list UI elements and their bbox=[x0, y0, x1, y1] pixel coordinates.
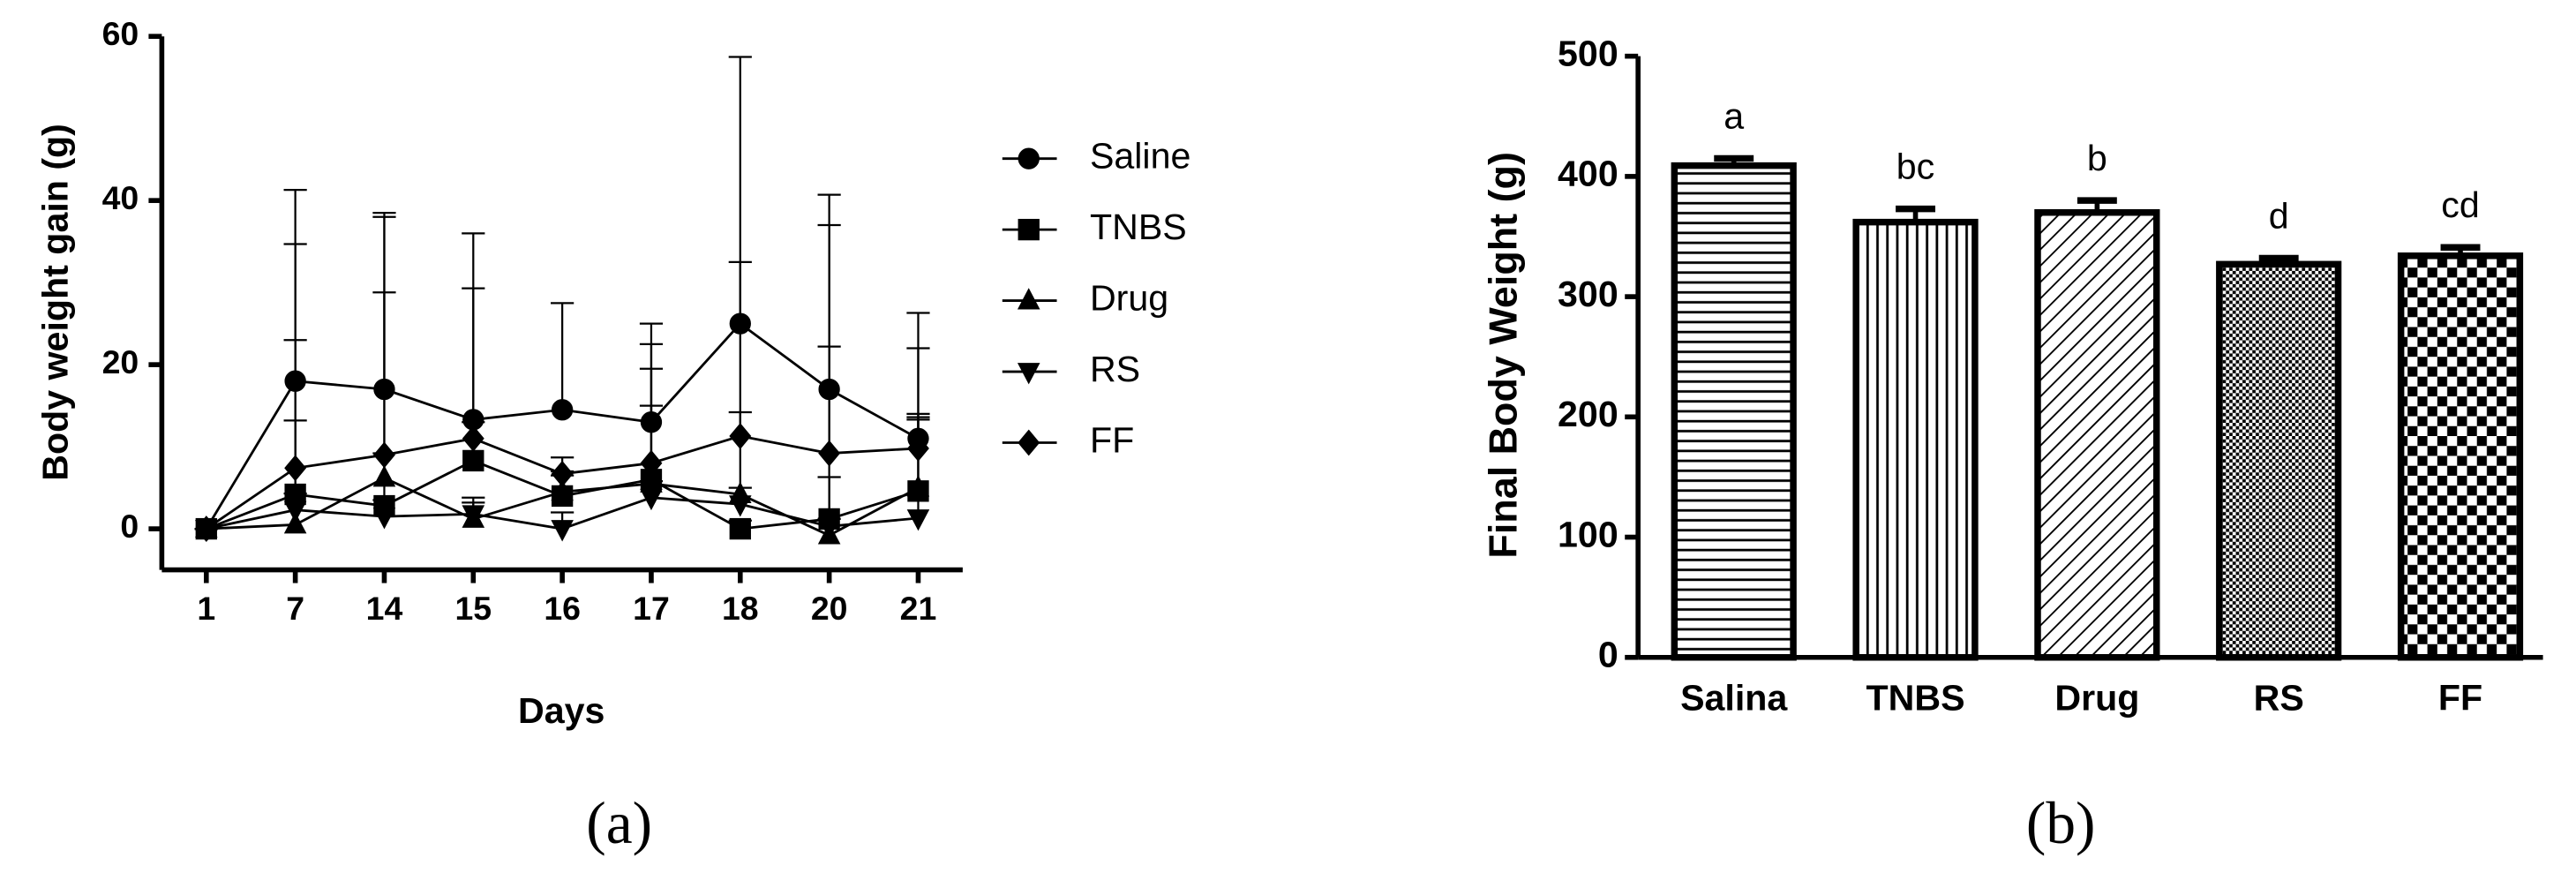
x-tick-label: Drug bbox=[2054, 677, 2139, 718]
x-tick-label: RS bbox=[2254, 677, 2304, 718]
marker bbox=[195, 515, 218, 543]
marker bbox=[372, 508, 396, 530]
bar bbox=[2216, 260, 2342, 661]
x-tick-label: 21 bbox=[900, 590, 937, 627]
marker bbox=[729, 495, 752, 517]
x-tick-label: 20 bbox=[811, 590, 848, 627]
x-tick-label: 16 bbox=[544, 590, 581, 627]
x-tick-label: TNBS bbox=[1866, 677, 1965, 718]
bar bbox=[2034, 208, 2160, 661]
bar bbox=[2397, 252, 2524, 661]
marker bbox=[817, 517, 841, 539]
bar-annotation: d bbox=[2269, 195, 2289, 236]
marker bbox=[729, 517, 751, 540]
y-tick-label: 0 bbox=[120, 508, 139, 545]
x-axis-title: Days bbox=[518, 690, 605, 731]
marker bbox=[373, 441, 395, 469]
marker bbox=[551, 478, 574, 501]
x-tick-label: FF bbox=[2438, 677, 2482, 718]
marker bbox=[1018, 429, 1040, 456]
marker bbox=[372, 465, 396, 487]
marker bbox=[818, 440, 841, 467]
legend-label: Drug bbox=[1090, 277, 1168, 318]
y-tick-label: 40 bbox=[102, 179, 139, 216]
y-tick-label: 100 bbox=[1558, 514, 1618, 554]
marker bbox=[640, 449, 663, 477]
marker bbox=[729, 423, 752, 449]
marker bbox=[907, 435, 929, 462]
y-tick-label: 0 bbox=[1598, 635, 1618, 675]
x-tick-label: 17 bbox=[633, 590, 670, 627]
marker bbox=[283, 512, 307, 534]
x-tick-label: 15 bbox=[454, 590, 492, 627]
y-axis-title: Body weight gain (g) bbox=[34, 124, 75, 481]
y-tick-label: 500 bbox=[1558, 34, 1618, 74]
bar-annotation: bc bbox=[1896, 147, 1934, 187]
marker bbox=[551, 460, 574, 487]
marker bbox=[1018, 218, 1040, 241]
marker bbox=[283, 500, 307, 523]
marker bbox=[906, 509, 930, 531]
marker bbox=[1018, 147, 1040, 169]
y-tick-label: 60 bbox=[102, 15, 139, 52]
x-tick-label: 14 bbox=[366, 590, 403, 627]
y-tick-label: 200 bbox=[1558, 394, 1618, 434]
y-tick-label: 400 bbox=[1558, 154, 1618, 194]
bar-annotation: a bbox=[1724, 95, 1744, 136]
bar-annotation: b bbox=[2087, 138, 2107, 178]
x-tick-label: 18 bbox=[722, 590, 759, 627]
marker bbox=[640, 488, 663, 511]
y-axis-title: Final Body Weight (g) bbox=[1480, 152, 1525, 559]
marker bbox=[462, 449, 484, 472]
legend-label: Saline bbox=[1090, 136, 1190, 177]
panel-label: (a) bbox=[586, 790, 652, 856]
x-tick-label: Salina bbox=[1680, 677, 1788, 718]
x-tick-label: 7 bbox=[286, 590, 304, 627]
x-tick-label: 1 bbox=[197, 590, 215, 627]
marker bbox=[551, 399, 574, 421]
bar bbox=[1671, 162, 1797, 661]
marker bbox=[462, 425, 484, 452]
marker bbox=[1017, 363, 1040, 385]
y-tick-label: 20 bbox=[102, 343, 139, 380]
legend-label: RS bbox=[1090, 349, 1140, 389]
marker bbox=[1017, 288, 1040, 310]
marker bbox=[284, 455, 307, 482]
y-tick-label: 300 bbox=[1558, 274, 1618, 314]
marker bbox=[462, 505, 485, 527]
bar bbox=[1852, 218, 1979, 661]
panel-label: (b) bbox=[2026, 790, 2096, 856]
marker bbox=[551, 520, 574, 542]
bar-annotation: cd bbox=[2441, 184, 2479, 225]
legend-label: FF bbox=[1090, 419, 1134, 460]
legend-label: TNBS bbox=[1090, 207, 1187, 247]
